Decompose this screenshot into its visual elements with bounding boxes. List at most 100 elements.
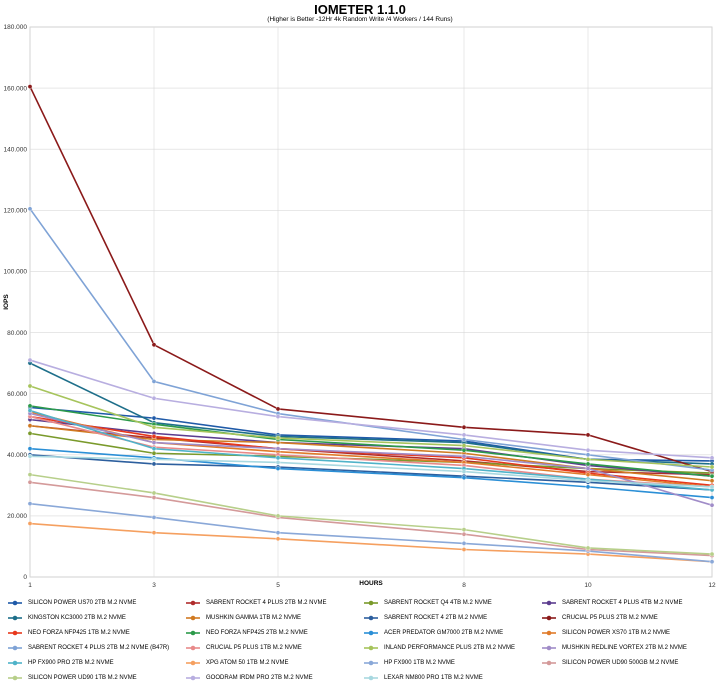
chart-title: IOMETER 1.1.0 [314,2,406,17]
series-group [27,446,715,500]
data-point [275,536,281,542]
legend-swatch [8,660,22,666]
data-point [151,440,157,445]
legend-item: SILICON POWER UD90 1TB M.2 NVME [8,671,137,685]
data-point [709,455,715,461]
series-lines [27,84,715,565]
data-point [585,461,591,467]
x-tick-label: 3 [152,582,156,589]
legend-swatch [186,660,200,666]
data-point [275,530,281,535]
legend-swatch [8,615,22,621]
legend-swatch [8,600,22,606]
data-point [461,454,467,459]
legend-label: SILICON POWER UD90 500GB M.2 NVME [562,660,679,666]
data-point [151,461,157,467]
x-tick-label: 12 [708,582,716,589]
data-point [461,437,467,442]
data-point [27,454,33,459]
x-tick-label: 1 [28,582,32,589]
data-point [27,408,33,413]
data-point [27,501,33,506]
data-point [27,206,33,212]
legend-label: KINGSTON KC3000 2TB M.2 NVME [28,615,126,621]
legend-swatch [186,630,200,636]
y-tick-label: 120.000 [4,208,28,215]
legend-label: SILICON POWER XS70 1TB M.2 NVME [562,630,671,636]
legend-swatch [364,600,378,606]
data-point [27,446,33,451]
x-tick-label: 10 [584,582,592,589]
y-tick-label: 80.000 [7,330,27,337]
legend-label: SABRENT ROCKET 4 PLUS 2TB M.2 NVME [206,600,327,606]
legend-label: ACER PREDATOR GM7000 2TB M.2 NVME [384,630,504,636]
data-point [275,455,281,461]
legend-item: CRUCIAL P5 PLUS 1TB M.2 NVME [186,641,302,655]
legend-label: HP FX900 1TB M.2 NVME [384,660,455,666]
series-line [29,453,713,491]
legend-item: SILICON POWER US70 2TB M.2 NVME [8,596,136,610]
legend-item: SABRENT ROCKET 4 2TB M.2 NVME [364,611,487,625]
data-point [27,423,33,429]
data-point [151,342,157,348]
data-point [151,395,157,401]
legend-item: CRUCIAL P5 PLUS 2TB M.2 NVME [542,611,658,625]
data-point [27,521,33,526]
data-point [585,466,591,471]
legend-label: MUSHKIN REDLINE VORTEX 2TB M.2 NVME [562,645,687,651]
data-point [27,479,33,485]
y-axis-label: IOPS [3,294,10,310]
data-point [585,484,591,490]
series-line [29,447,713,499]
series-line [29,86,713,473]
y-tick-label: 40.000 [7,452,27,459]
legend-swatch [8,630,22,636]
legend-item: NEO FORZA NFP425 1TB M.2 NVME [8,626,130,640]
data-point [151,424,157,430]
data-point [275,466,281,471]
data-point [27,383,33,389]
series-group [27,357,715,461]
legend-swatch [186,600,200,606]
legend-swatch [8,675,22,681]
data-point [585,472,591,477]
chart-canvas: 0 20.000 40.000 60.000 80.000 100.000 120.000 1… [3,24,716,589]
data-point [709,464,715,470]
data-point [585,447,591,453]
legend-swatch [542,600,556,606]
legend-item: LEXAR NM800 PRO 1TB M.2 NVME [364,671,483,685]
legend-swatch [364,645,378,651]
legend-label: SABRENT ROCKET 4 2TB M.2 NVME [384,615,488,621]
data-point [151,495,157,500]
legend-item: SABRENT ROCKET 4 PLUS 2TB M.2 NVME [186,596,326,610]
legend-swatch [186,675,200,681]
data-point [461,541,467,546]
series-line [29,412,713,506]
legend-label: SABRENT ROCKET 4 PLUS 4TB M.2 NVME [562,600,683,606]
legend-label: MUSHKIN GAMMA 1TB M.2 NVME [206,615,302,621]
legend-item: MUSHKIN GAMMA 1TB M.2 NVME [186,611,301,625]
legend-item: SILICON POWER UD90 500GB M.2 NVME [542,656,678,670]
data-point [27,357,33,363]
data-point [27,472,33,477]
legend-swatch [364,615,378,621]
data-point [151,446,157,451]
data-point [461,424,467,430]
data-point [709,551,715,557]
y-tick-label: 180.000 [4,24,28,31]
data-point [461,547,467,552]
data-point [709,495,715,500]
x-axis-label: HOURS [359,580,383,587]
data-point [27,84,33,89]
data-point [151,450,157,456]
legend-swatch [542,645,556,651]
data-point [585,545,591,551]
data-point [709,502,715,508]
data-point [709,473,715,479]
legend-item: SABRENT ROCKET Q4 4TB M.2 NVME [364,596,492,610]
data-point [585,478,591,484]
legend-item: HP FX900 1TB M.2 NVME [364,656,455,670]
legend-item: SABRENT ROCKET 4 PLUS 4TB M.2 NVME [542,596,682,610]
legend-label: SABRENT ROCKET Q4 4TB M.2 NVME [384,600,492,606]
